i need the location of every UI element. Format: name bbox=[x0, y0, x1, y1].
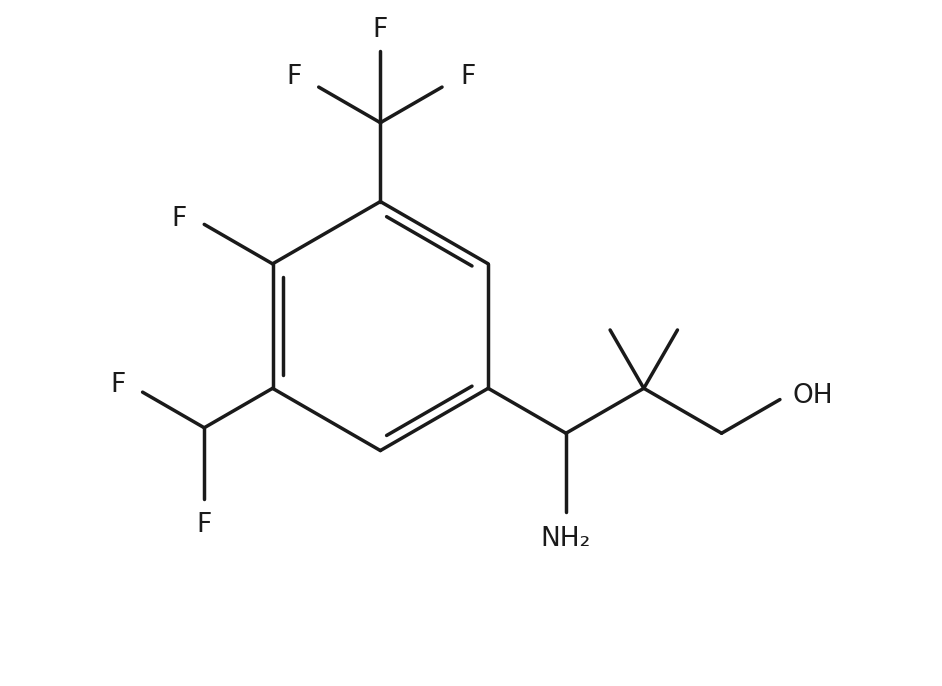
Text: F: F bbox=[461, 64, 476, 90]
Text: F: F bbox=[286, 64, 301, 90]
Text: F: F bbox=[171, 206, 187, 233]
Text: OH: OH bbox=[792, 383, 833, 409]
Text: NH₂: NH₂ bbox=[541, 526, 592, 552]
Text: F: F bbox=[373, 16, 388, 43]
Text: F: F bbox=[110, 372, 125, 398]
Text: F: F bbox=[197, 512, 212, 538]
